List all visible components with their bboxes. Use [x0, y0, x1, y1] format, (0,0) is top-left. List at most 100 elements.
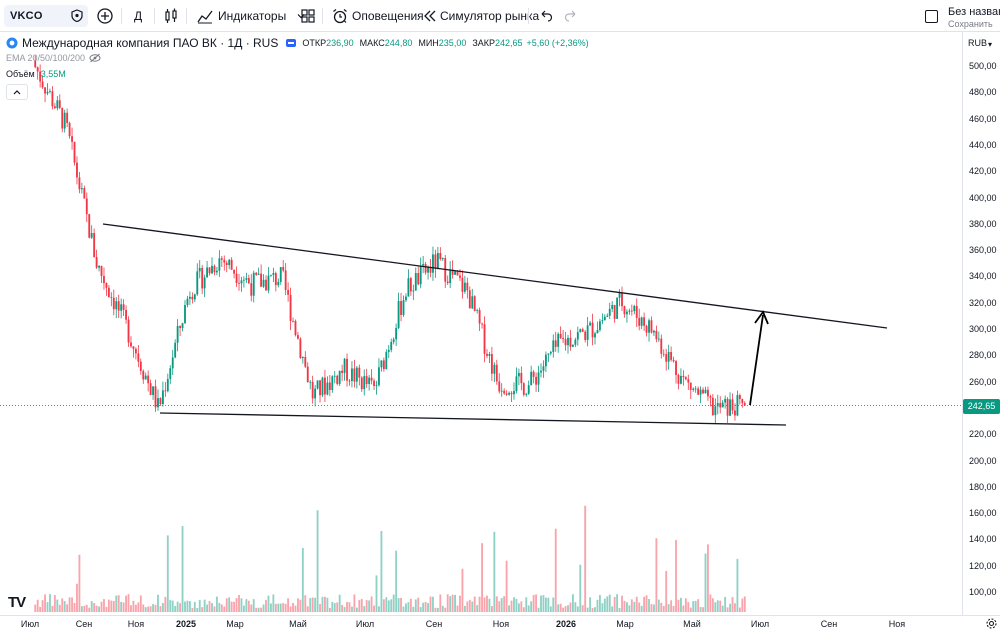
- indicators-button[interactable]: Индикаторы: [196, 0, 306, 32]
- price-chart[interactable]: [0, 32, 962, 615]
- time-tick-label: Мар: [226, 619, 244, 629]
- compare-button[interactable]: [96, 0, 114, 32]
- candle-body: [333, 375, 336, 377]
- volume-bar: [299, 599, 302, 612]
- volume-bar: [598, 594, 601, 612]
- volume-bar: [157, 594, 159, 612]
- volume-bar: [409, 598, 412, 612]
- volume-bar: [142, 604, 145, 612]
- volume-bar: [569, 602, 572, 612]
- volume-bar: [34, 604, 37, 612]
- price-scale[interactable]: [962, 32, 1000, 615]
- gear-icon[interactable]: [985, 617, 998, 630]
- symbol-search[interactable]: VKCO: [4, 5, 88, 27]
- candle-body: [348, 380, 351, 382]
- volume-bar: [306, 606, 309, 612]
- replay-button[interactable]: Симулятор рынка: [421, 0, 539, 32]
- candle-body: [424, 263, 427, 273]
- volume-bar: [137, 602, 140, 612]
- time-tick-label: Сен: [75, 619, 93, 629]
- layout-checkbox[interactable]: [925, 10, 938, 23]
- volume-bar: [606, 596, 609, 612]
- volume-bar: [495, 596, 498, 612]
- candle-body: [186, 298, 189, 306]
- candle-body: [58, 100, 61, 108]
- redo-icon: [564, 10, 576, 22]
- volume-bar: [152, 604, 155, 612]
- candle-body: [198, 267, 201, 272]
- arrow-head: [754, 310, 769, 325]
- collapse-legend-button[interactable]: [6, 84, 28, 100]
- volume-bar: [400, 597, 402, 612]
- candle-body: [34, 60, 37, 68]
- candle-body: [326, 382, 329, 395]
- price-tick-label: 200,00: [969, 455, 997, 466]
- candle-body: [513, 391, 515, 395]
- candle-body: [564, 339, 567, 346]
- ema-legend[interactable]: EMA 20/50/100/200: [6, 53, 101, 63]
- volume-bar: [434, 607, 437, 612]
- candle-body: [255, 272, 258, 275]
- volume-bar: [125, 595, 127, 612]
- tradingview-logo[interactable]: TV: [8, 594, 26, 611]
- candle-body: [738, 395, 741, 400]
- candle-body: [115, 301, 118, 310]
- candle-body: [542, 366, 545, 371]
- time-scale[interactable]: [0, 615, 1000, 633]
- layout-name[interactable]: Без названи: [948, 6, 1000, 18]
- interval-button[interactable]: Д: [134, 0, 142, 32]
- eye-hidden-icon[interactable]: [89, 53, 101, 63]
- candle-body: [247, 278, 250, 284]
- volume-bar: [530, 601, 533, 612]
- alerts-button[interactable]: Оповещения: [331, 0, 424, 32]
- candle-body: [451, 269, 454, 275]
- templates-button[interactable]: [299, 0, 317, 32]
- candle-body: [299, 338, 302, 359]
- candle-body: [454, 270, 456, 275]
- undo-button[interactable]: [537, 0, 555, 32]
- candle-body: [363, 376, 366, 390]
- resistance-trendline: [102, 223, 888, 329]
- candle-body: [272, 273, 275, 275]
- price-tick-label: 380,00: [969, 218, 997, 229]
- chevron-up-icon: [13, 90, 21, 95]
- candle-body: [279, 267, 282, 282]
- candle-body: [201, 267, 204, 289]
- volume-bar: [203, 599, 206, 612]
- currency-label[interactable]: RUB: [968, 38, 988, 48]
- volume-bar: [39, 606, 42, 612]
- volume-bar: [537, 607, 540, 612]
- candle-body: [417, 273, 420, 285]
- time-tick-label: 2026: [555, 619, 577, 629]
- chart-type-button[interactable]: [162, 0, 180, 32]
- candle-body: [468, 290, 471, 309]
- volume-bar: [505, 560, 508, 612]
- volume-bar: [287, 598, 290, 612]
- candle-body: [164, 390, 167, 392]
- volume-bar: [407, 602, 410, 612]
- volume-bar: [682, 605, 685, 612]
- volume-bar: [454, 594, 456, 612]
- redo-button[interactable]: [562, 0, 580, 32]
- volume-bar: [80, 606, 83, 612]
- candle-body: [245, 278, 248, 280]
- volume-bar: [390, 599, 393, 612]
- candle-body: [660, 338, 663, 354]
- volume-bar: [547, 597, 550, 612]
- volume-bar: [522, 607, 525, 612]
- candle-body: [702, 389, 704, 394]
- layout-save-status[interactable]: Сохранить: [948, 19, 993, 29]
- candle-body: [316, 380, 319, 389]
- candle-body: [107, 287, 110, 298]
- candle-body: [672, 359, 675, 362]
- candle-body: [346, 358, 348, 381]
- candle-body: [120, 304, 123, 311]
- time-tick-label: 2025: [175, 619, 197, 629]
- volume-bar: [292, 602, 294, 612]
- candle-body: [650, 320, 653, 333]
- volume-bar: [481, 543, 483, 612]
- candle-body: [680, 375, 682, 384]
- series-title[interactable]: Международная компания ПАО ВК · 1Д · RUS: [22, 36, 279, 50]
- rewind-icon: [424, 10, 436, 22]
- volume-bar: [112, 601, 115, 612]
